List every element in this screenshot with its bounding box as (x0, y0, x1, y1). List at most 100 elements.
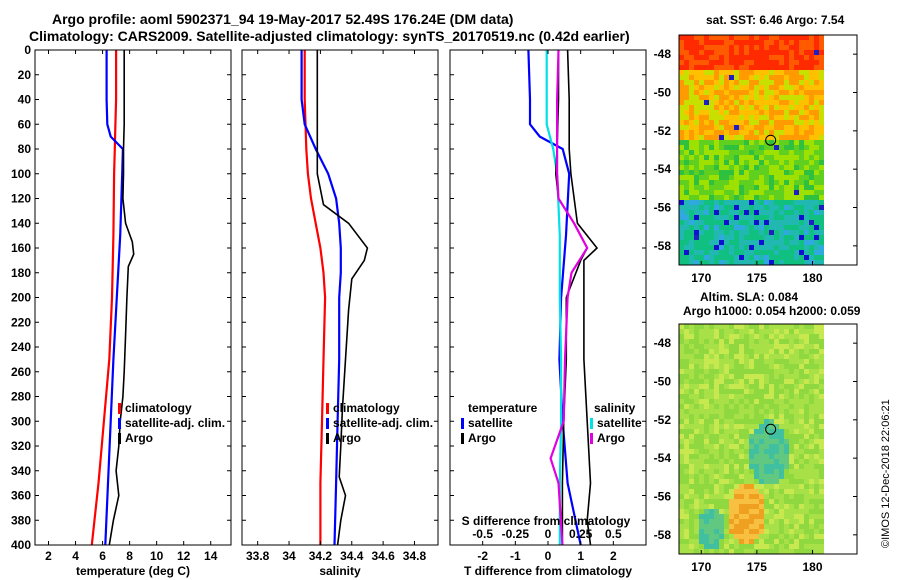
sst-map-cell (704, 230, 709, 235)
sla-map-cell (704, 524, 709, 529)
sst-map-cell (734, 120, 739, 125)
sla-map-cell (729, 459, 734, 464)
sst-map-cell (769, 40, 774, 45)
sst-map-cell (784, 230, 789, 235)
sla-map-cell (699, 374, 704, 379)
sla-map-cell (704, 414, 709, 419)
sst-map-cell (684, 230, 689, 235)
sst-map-cell (704, 175, 709, 180)
sla-map-cell (769, 409, 774, 414)
sla-map-cell (689, 544, 694, 549)
depth-tick-label: 340 (11, 464, 31, 478)
sst-map-cell (814, 125, 819, 130)
sst-map-cell (819, 260, 824, 265)
sla-map-cell (799, 494, 804, 499)
sla-map-cell (689, 444, 694, 449)
sla-map-cell (694, 529, 699, 534)
sst-map-cell (709, 255, 714, 260)
sla-map-cell (819, 444, 824, 449)
sst-map-cell (684, 50, 689, 55)
sst-map-cell (729, 225, 734, 230)
sla-map-cell (719, 374, 724, 379)
sla-map-cell (744, 454, 749, 459)
sla-map-cell (814, 439, 819, 444)
sst-map-cell (714, 35, 719, 40)
sla-map-cell (804, 519, 809, 524)
sst-map-cell (809, 195, 814, 200)
sst-map-cell (744, 255, 749, 260)
sst-map-cell (714, 185, 719, 190)
sst-map-cell (739, 40, 744, 45)
sst-map-cell (764, 170, 769, 175)
sla-map-cell (684, 354, 689, 359)
sla-map-cell (714, 424, 719, 429)
sst-map-cell (739, 195, 744, 200)
sla-map-cell (819, 529, 824, 534)
sst-map-cell (759, 180, 764, 185)
sla-map-cell (764, 509, 769, 514)
sst-map-cell (769, 215, 774, 220)
sst-map-cell (724, 125, 729, 130)
sst-map-cell (714, 80, 719, 85)
sst-map-cell (719, 85, 724, 90)
sla-map-cell (779, 434, 784, 439)
sst-map-cell (684, 215, 689, 220)
temperature-legend-0: climatology (125, 401, 192, 415)
sst-map-cell (769, 65, 774, 70)
sst-map-cell (749, 170, 754, 175)
sst-map-cell (779, 250, 784, 255)
sst-map-cell (699, 115, 704, 120)
sst-map-cell (774, 35, 779, 40)
sst-map-cell (704, 200, 709, 205)
sla-map-cell (704, 549, 709, 554)
sla-map-cell (764, 474, 769, 479)
sst-map-cell (679, 240, 684, 245)
sst-map-cell (779, 230, 784, 235)
sst-map-cell (734, 40, 739, 45)
sla-map-cell (789, 419, 794, 424)
sst-map-cell (814, 245, 819, 250)
sla-map-cell (704, 429, 709, 434)
sla-map-cell (794, 344, 799, 349)
sla-map-cell (684, 499, 689, 504)
sst-map-cell (774, 240, 779, 245)
sla-map-cell (689, 399, 694, 404)
sst-map-cell (704, 260, 709, 265)
sla-map-cell (754, 324, 759, 329)
sla-map-cell (779, 324, 784, 329)
sla-map-cell (684, 344, 689, 349)
sst-map-cell (694, 35, 699, 40)
sla-map-cell (784, 494, 789, 499)
sla-map-cell (704, 364, 709, 369)
sst-map-cell (814, 80, 819, 85)
sla-map-cell (804, 349, 809, 354)
sla-map-cell (739, 414, 744, 419)
sla-map-cell (724, 349, 729, 354)
sst-map-cell (709, 60, 714, 65)
sst-map-cell (714, 200, 719, 205)
sst-map-cell (719, 260, 724, 265)
sla-map-cell (759, 359, 764, 364)
sla-map-cell (684, 489, 689, 494)
sla-map-cell (699, 459, 704, 464)
depth-tick-label: 380 (11, 513, 31, 527)
sst-map-cell (779, 210, 784, 215)
sst-map-cell (704, 130, 709, 135)
sst-map-cell (764, 40, 769, 45)
sla-map-cell (729, 484, 734, 489)
sst-map-cell (814, 75, 819, 80)
sla-map-cell (684, 464, 689, 469)
sla-map-cell (759, 389, 764, 394)
sst-map-cell (779, 50, 784, 55)
sla-map-cell (769, 384, 774, 389)
sla-map-cell (789, 409, 794, 414)
sst-map-cell (744, 140, 749, 145)
sst-map-cell (794, 115, 799, 120)
sla-map-cell (789, 444, 794, 449)
sst-map-cell (809, 105, 814, 110)
sla-map-cell (794, 439, 799, 444)
sla-map-cell (699, 479, 704, 484)
sst-map-cell (714, 90, 719, 95)
sla-map-cell (724, 544, 729, 549)
sla-map-cell (799, 354, 804, 359)
